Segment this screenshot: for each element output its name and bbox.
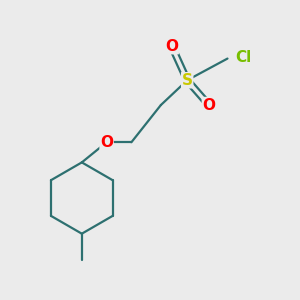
Text: O: O bbox=[165, 39, 178, 54]
Text: Cl: Cl bbox=[235, 50, 251, 64]
Text: S: S bbox=[182, 73, 193, 88]
Text: O: O bbox=[100, 135, 113, 150]
Text: O: O bbox=[202, 98, 215, 112]
